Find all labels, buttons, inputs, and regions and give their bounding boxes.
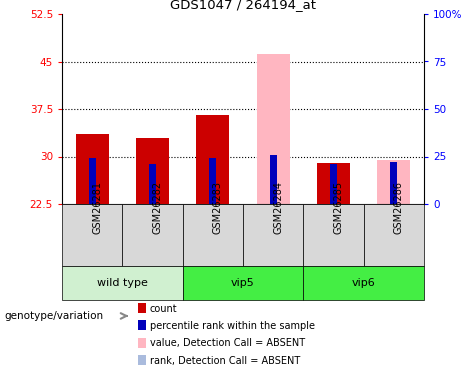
Bar (122, 204, 183, 266)
Text: GSM26284: GSM26284 (273, 181, 283, 234)
Bar (138, 303, 146, 313)
Text: genotype/variation: genotype/variation (5, 311, 104, 321)
Text: GSM26281: GSM26281 (92, 181, 102, 234)
Bar (138, 338, 146, 348)
Text: rank, Detection Call = ABSENT: rank, Detection Call = ABSENT (150, 356, 300, 366)
Bar (183, 204, 243, 266)
Bar (270, 155, 277, 204)
Bar (243, 204, 303, 266)
Bar (138, 320, 146, 330)
Text: GSM26285: GSM26285 (333, 180, 343, 234)
Bar (257, 54, 290, 204)
Text: vip5: vip5 (231, 278, 255, 288)
Bar (183, 266, 303, 300)
Text: value, Detection Call = ABSENT: value, Detection Call = ABSENT (150, 338, 305, 348)
Text: count: count (150, 304, 177, 314)
Text: GSM26286: GSM26286 (394, 181, 404, 234)
Bar (270, 155, 277, 204)
Bar (196, 116, 230, 204)
Bar (330, 164, 337, 204)
Bar (89, 158, 96, 204)
Bar (303, 266, 424, 300)
Bar (62, 266, 183, 300)
Bar (76, 134, 109, 204)
Bar (303, 204, 364, 266)
Bar (136, 138, 169, 204)
Bar (138, 355, 146, 365)
Bar (209, 158, 217, 204)
Text: percentile rank within the sample: percentile rank within the sample (150, 321, 315, 331)
Bar (62, 204, 122, 266)
Bar (364, 204, 424, 266)
Title: GDS1047 / 264194_at: GDS1047 / 264194_at (170, 0, 316, 12)
Text: vip6: vip6 (352, 278, 376, 288)
Bar (317, 163, 350, 204)
Bar (377, 160, 410, 204)
Bar (390, 162, 397, 204)
Bar (149, 164, 156, 204)
Text: wild type: wild type (97, 278, 148, 288)
Bar (390, 162, 397, 204)
Text: GSM26283: GSM26283 (213, 181, 223, 234)
Text: GSM26282: GSM26282 (153, 180, 162, 234)
